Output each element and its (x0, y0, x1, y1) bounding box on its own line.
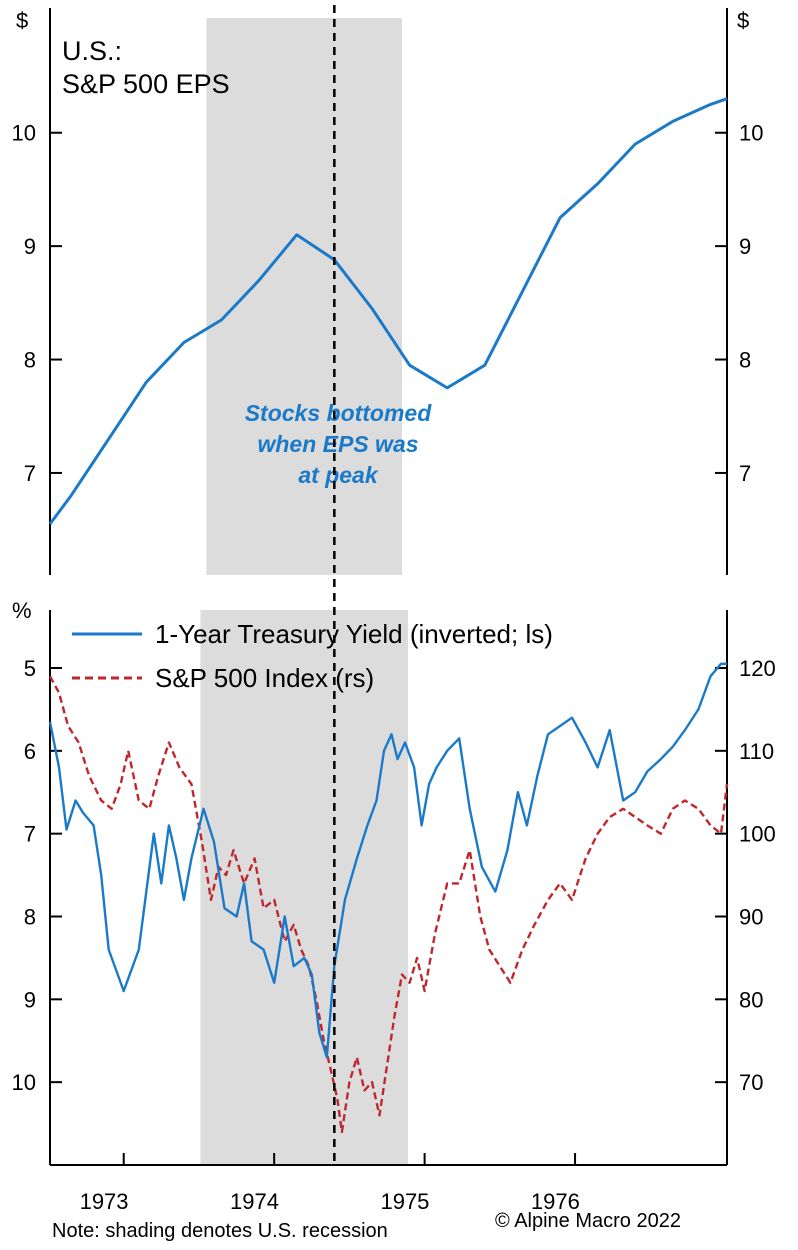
bottom-left-tick-label: 8 (24, 904, 36, 929)
bottom-left-tick-label: 6 (24, 739, 36, 764)
x-tick-label: 1975 (380, 1189, 429, 1214)
top-right-unit: $ (737, 8, 749, 33)
sp500-series-line (48, 675, 729, 1134)
top-left-unit: $ (16, 8, 28, 33)
annotation: Stocks bottomed when EPS was at peak (245, 400, 433, 488)
recession-shading-bottom (200, 610, 409, 1165)
top-panel-subtitle: S&P 500 EPS (62, 69, 230, 99)
bottom-right-tick-label: 90 (739, 904, 763, 929)
top-left-tick-label: 7 (24, 461, 36, 486)
bottom-left-tick-label: 5 (24, 656, 36, 681)
top-right-tick-label: 8 (739, 348, 751, 373)
annotation-line-1: Stocks bottomed (245, 400, 433, 426)
footnote: Note: shading denotes U.S. recession (52, 1220, 388, 1242)
x-tick-label: 1976 (531, 1189, 580, 1214)
bottom-left-tick-label: 9 (24, 987, 36, 1012)
legend: 1-Year Treasury Yield (inverted; ls) S&P… (72, 619, 553, 693)
bottom-right-tick-label: 100 (739, 822, 776, 847)
top-panel-title: U.S.: (62, 36, 122, 66)
copyright: © Alpine Macro 2022 (495, 1210, 681, 1232)
top-left-tick-label: 10 (12, 121, 36, 146)
bottom-left-unit: % (12, 598, 32, 623)
bottom-left-tick-label: 10 (12, 1070, 36, 1095)
legend-label-yield: 1-Year Treasury Yield (inverted; ls) (155, 619, 553, 649)
x-tick-label: 1973 (80, 1189, 129, 1214)
top-right-tick-label: 7 (739, 461, 751, 486)
x-tick-label: 1974 (230, 1189, 279, 1214)
eps-series-line (48, 97, 728, 525)
bottom-right-tick-label: 70 (739, 1070, 763, 1095)
annotation-line-3: at peak (298, 462, 378, 488)
top-left-tick-label: 9 (24, 234, 36, 259)
bottom-right-tick-label: 120 (739, 656, 776, 681)
bottom-right-tick-label: 80 (739, 987, 763, 1012)
legend-label-sp500: S&P 500 Index (rs) (155, 663, 374, 693)
recession-shading-top (206, 18, 403, 575)
top-left-tick-label: 8 (24, 348, 36, 373)
bottom-right-tick-label: 110 (739, 739, 774, 764)
annotation-line-2: when EPS was (257, 431, 418, 457)
top-right-tick-label: 10 (739, 121, 763, 146)
top-right-tick-label: 9 (739, 234, 751, 259)
treasury-yield-series-line (48, 662, 727, 1059)
bottom-left-tick-label: 7 (24, 822, 36, 847)
